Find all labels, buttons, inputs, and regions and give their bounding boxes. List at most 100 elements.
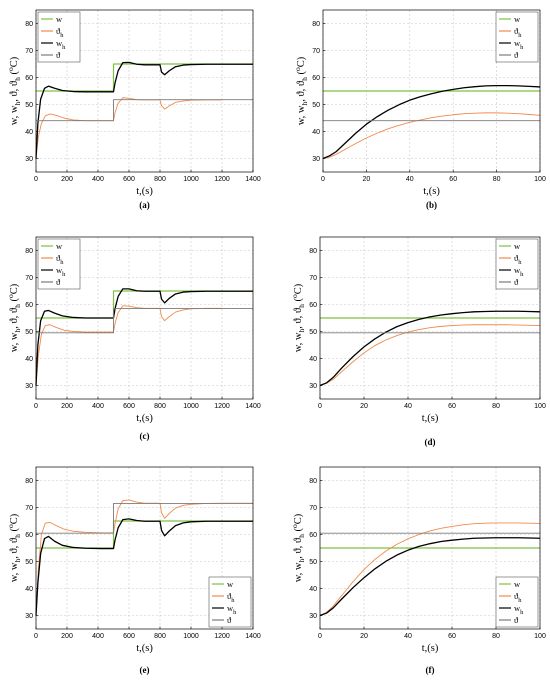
- legend-label-w: w: [56, 14, 63, 24]
- y-tick-label: 50: [25, 559, 33, 566]
- series-line-theta: [36, 308, 253, 334]
- y-axis-label-part: C): [9, 56, 20, 67]
- y-tick-label: 40: [25, 586, 33, 593]
- x-tick-label: 0: [321, 176, 325, 183]
- legend-label-w: w: [514, 241, 521, 251]
- y-axis-label-part: w, w: [293, 332, 304, 352]
- y-tick-label: 80: [25, 478, 33, 485]
- legend-label-theta-h: ϑh: [514, 591, 522, 604]
- legend-label-subscript: h: [60, 259, 64, 266]
- y-axis-label-part: (: [293, 527, 304, 534]
- legend-label-theta-h: ϑh: [514, 253, 522, 266]
- y-axis-label-part: , ϑ, ϑ: [293, 537, 304, 559]
- legend-label-theta: ϑ: [227, 615, 232, 625]
- x-tick-label: 800: [154, 633, 166, 640]
- legend-label-main: ϑ: [227, 615, 232, 625]
- plot-frame: [35, 236, 254, 400]
- legend-label-main: w: [514, 38, 521, 48]
- y-tick-label: 40: [25, 129, 33, 136]
- y-tick-label: 70: [309, 275, 317, 282]
- x-axis-label: t,(s): [423, 186, 440, 197]
- y-axis-label-part: w, w: [296, 105, 307, 125]
- legend-box: [495, 11, 539, 63]
- x-tick-label: 600: [123, 633, 135, 640]
- legend-label-theta-h: ϑh: [514, 26, 522, 39]
- legend-label-main: w: [56, 14, 63, 24]
- y-axis-label-part: o: [6, 294, 15, 298]
- legend-label-main: w: [56, 265, 63, 275]
- x-tick-label: 80: [492, 633, 500, 640]
- x-tick-label: 600: [123, 403, 135, 410]
- series-line-theta-h: [322, 112, 541, 159]
- y-axis-label-part: (: [293, 297, 304, 304]
- legend-label-main: ϑ: [514, 26, 519, 36]
- x-axis-label: t,(s): [136, 643, 153, 654]
- x-tick-label: 60: [448, 633, 456, 640]
- y-axis-label-part: o: [290, 294, 299, 298]
- y-tick-label: 80: [312, 21, 320, 28]
- y-tick-label: 30: [309, 613, 317, 620]
- panel-caption: (b): [426, 200, 437, 210]
- y-tick-label: 40: [309, 586, 317, 593]
- legend-label-w: w: [514, 14, 521, 24]
- y-tick-label: 80: [309, 478, 317, 485]
- y-tick-label: 30: [25, 383, 33, 390]
- legend-label-w: w: [56, 241, 63, 251]
- y-tick-label: 50: [25, 329, 33, 336]
- chart-panel-a: 0 200 400 600 800 1000 1200 1400304050607080wϑh…: [6, 9, 261, 210]
- legend-label-main: w: [514, 241, 521, 251]
- y-tick-label: 70: [25, 505, 33, 512]
- legend-label-main: ϑ: [56, 26, 61, 36]
- series-line-theta-h: [35, 97, 222, 159]
- series-line-w-h: [322, 84, 541, 160]
- y-axis-label-part: (: [9, 297, 20, 304]
- series-line-theta-h: [35, 305, 222, 386]
- legend-label-main: ϑ: [514, 277, 519, 287]
- x-tick-label: 800: [154, 403, 166, 410]
- legend-label-subscript: h: [520, 271, 524, 278]
- legend-label-theta: ϑ: [56, 277, 61, 287]
- x-tick-label: 80: [493, 176, 501, 183]
- legend-label-w: w: [514, 579, 521, 589]
- y-tick-label: 70: [25, 48, 33, 55]
- legend-label-main: ϑ: [514, 253, 519, 263]
- legend-label-main: w: [227, 579, 234, 589]
- x-tick-label: 1400: [245, 633, 261, 640]
- legend-label-main: w: [56, 38, 63, 48]
- plot-frame: [322, 9, 541, 173]
- x-tick-label: 0: [318, 633, 322, 640]
- series-line-theta: [36, 99, 253, 122]
- legend-label-w-h: wh: [56, 38, 66, 51]
- y-axis-label-part: h: [13, 304, 22, 308]
- y-axis-label-part: h: [13, 559, 22, 563]
- y-axis-label-part: , ϑ, ϑ: [293, 307, 304, 329]
- y-tick-label: 70: [312, 48, 320, 55]
- legend-label-main: ϑ: [514, 50, 519, 60]
- legend-label-subscript: h: [231, 597, 235, 604]
- y-tick-label: 40: [25, 356, 33, 363]
- x-tick-label: 40: [404, 403, 412, 410]
- series-line-w-h: [35, 288, 253, 386]
- y-tick-label: 50: [25, 102, 33, 109]
- legend-label-main: w: [514, 603, 521, 613]
- y-axis-label: w, wh, ϑ, ϑh (oC): [6, 513, 22, 582]
- chart-panel-e: 0 200 400 600 800 1000 1200 1400304050607080wϑh…: [6, 466, 261, 675]
- y-axis-label-part: h: [297, 534, 306, 538]
- series-line-w-h: [319, 537, 541, 617]
- x-tick-label: 20: [360, 633, 368, 640]
- y-tick-label: 80: [25, 21, 33, 28]
- panel-caption: (e): [140, 665, 150, 675]
- y-axis-label: w, wh, ϑ, ϑh (oC): [6, 283, 22, 352]
- y-axis-label-part: (: [9, 70, 20, 77]
- legend-label-theta-h: ϑh: [227, 591, 235, 604]
- legend-label-w: w: [227, 579, 234, 589]
- y-axis-label-part: o: [293, 67, 302, 71]
- x-tick-label: 60: [448, 403, 456, 410]
- y-axis-label-part: C): [9, 513, 20, 524]
- x-tick-label: 400: [92, 176, 104, 183]
